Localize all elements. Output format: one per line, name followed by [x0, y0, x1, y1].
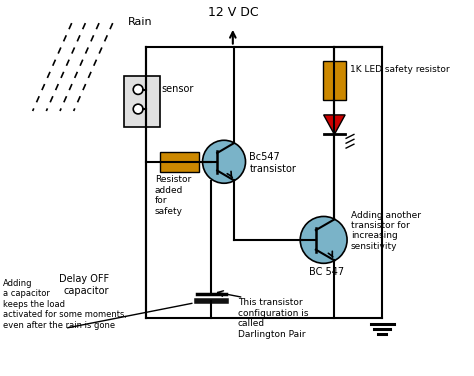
Text: 12 V DC: 12 V DC	[208, 6, 258, 19]
Circle shape	[133, 104, 143, 114]
Polygon shape	[324, 115, 345, 135]
Bar	[160, 152, 199, 171]
Circle shape	[133, 85, 143, 94]
Text: sensor: sensor	[162, 83, 194, 94]
Circle shape	[300, 217, 347, 263]
Text: Rain: Rain	[128, 17, 153, 27]
Bar	[323, 61, 346, 100]
Bar	[125, 76, 160, 127]
Text: 1K LED safety resistor: 1K LED safety resistor	[350, 65, 450, 74]
Text: Resistor
added
for
safety: Resistor added for safety	[155, 176, 191, 216]
Text: Adding another
transistor for
increasing
sensitivity: Adding another transistor for increasing…	[351, 211, 421, 251]
Text: Adding
a capacitor
keeps the load
activated for some moments,
even after the rai: Adding a capacitor keeps the load activa…	[3, 279, 128, 329]
Circle shape	[202, 140, 246, 183]
Text: BC 547: BC 547	[309, 267, 344, 277]
Text: Bc547
transistor: Bc547 transistor	[249, 152, 296, 174]
Text: This transistor
configuration is
called
Darlington Pair: This transistor configuration is called …	[237, 299, 308, 339]
Text: Delay OFF
capacitor: Delay OFF capacitor	[59, 274, 109, 296]
